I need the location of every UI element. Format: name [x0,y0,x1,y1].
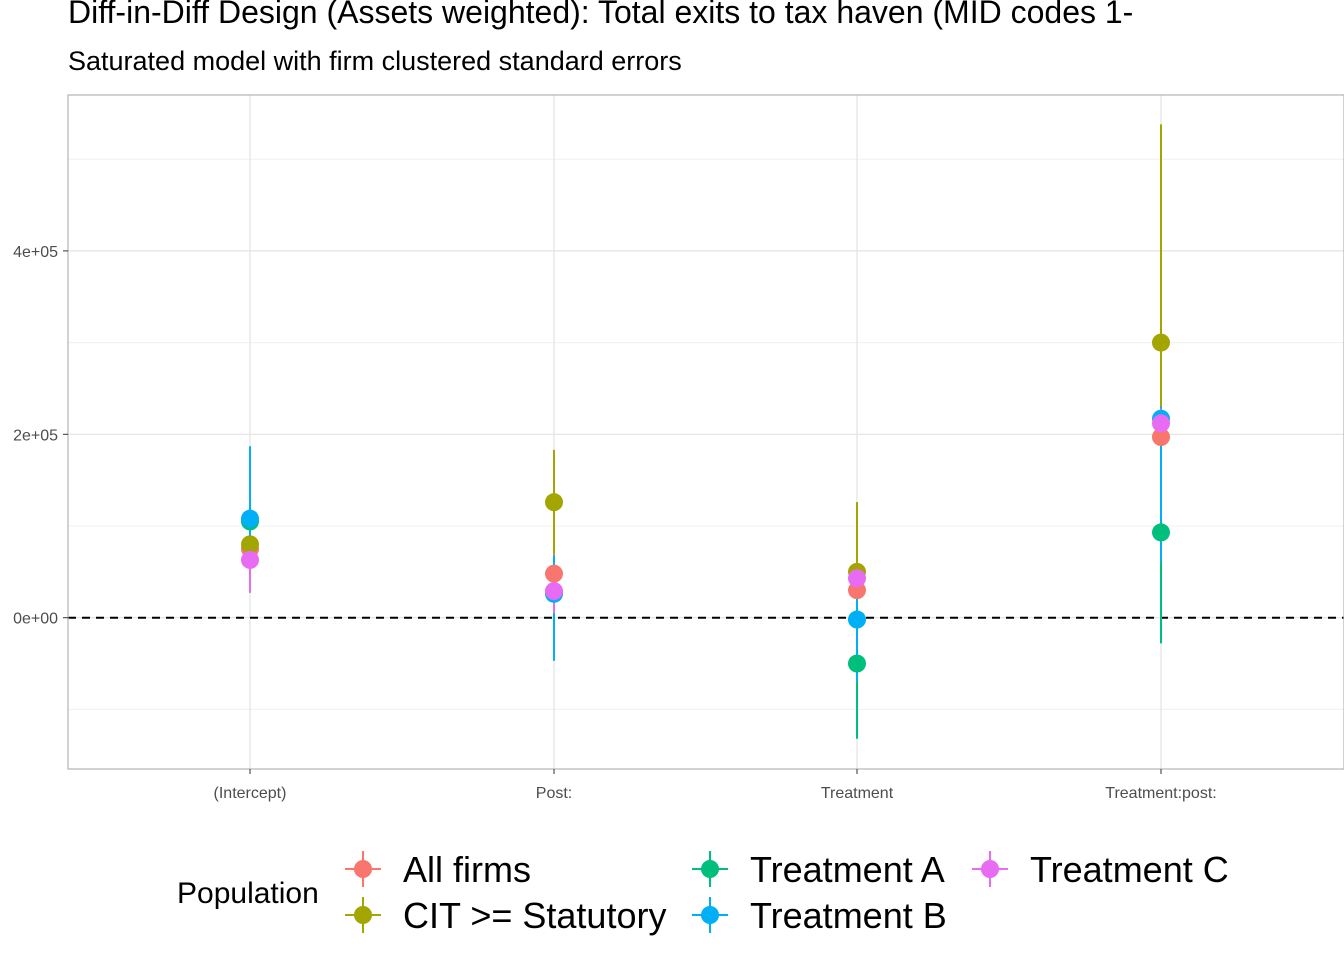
data-point [848,569,866,588]
legend-key-point [354,906,372,924]
y-tick-label: 4e+05 [13,244,58,261]
legend-key-point [981,860,999,878]
data-point [848,610,866,629]
data-point [1152,414,1170,433]
data-point [545,493,563,512]
chart-title: Diff-in-Diff Design (Assets weighted): T… [68,0,1134,30]
plot-panel-border [67,94,1344,770]
x-tick-label: Post: [536,785,572,802]
y-axis-ticks: 0e+00 2e+05 4e+05 [13,244,68,628]
x-tick-label: Treatment [821,785,894,802]
data-points [241,333,1170,673]
legend-title: Population [177,877,319,910]
legend: Population All firms CIT >= Statutory Trea… [177,849,1229,936]
data-point [241,550,259,569]
x-tick-label: Treatment:post: [1105,785,1216,802]
y-tick-label: 0e+00 [13,611,58,628]
legend-key-point [701,860,719,878]
data-point [1152,523,1170,542]
grid-lines [68,95,1344,769]
data-point [241,509,259,528]
data-point [1152,428,1170,447]
data-point [545,564,563,583]
legend-label: Treatment B [750,895,947,936]
legend-label: Treatment C [1030,849,1229,890]
error-bars [249,124,1162,739]
legend-label: All firms [403,849,531,890]
y-tick-label: 2e+05 [13,427,58,444]
legend-key-point [354,860,372,878]
data-point [241,535,259,554]
legend-key-point [701,906,719,924]
x-axis-ticks: (Intercept) Post: Treatment Treatment:post: [214,769,1217,802]
legend-label: CIT >= Statutory [403,895,666,936]
legend-label: Treatment A [750,849,945,890]
x-tick-label: (Intercept) [214,785,287,802]
data-point [1152,333,1170,352]
data-point [545,582,563,601]
chart-subtitle: Saturated model with firm clustered stan… [68,46,682,76]
data-point [848,654,866,673]
